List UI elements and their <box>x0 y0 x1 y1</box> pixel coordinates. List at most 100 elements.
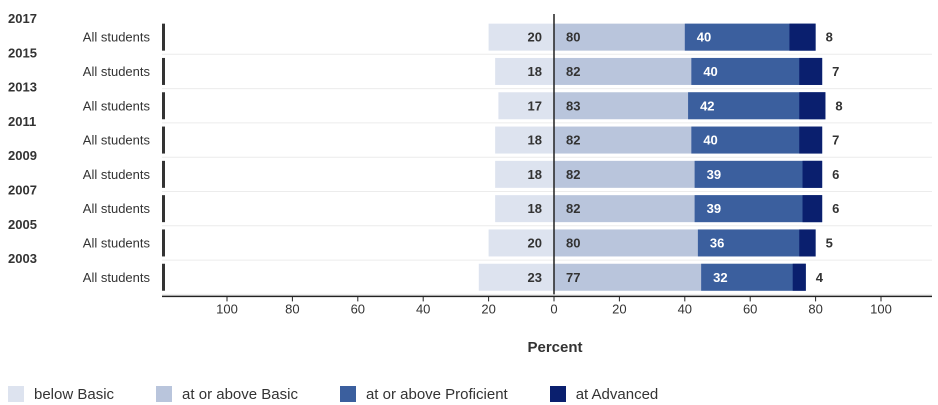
bar-at-advanced <box>802 160 823 188</box>
value-at-advanced: 4 <box>816 270 824 285</box>
bar-below-basic <box>495 57 554 85</box>
year-label: 2011 <box>8 114 36 129</box>
value-at-advanced: 6 <box>832 201 839 216</box>
value-at-or-above-basic: 80 <box>566 235 580 250</box>
chart-svg: 20 80 40 818 82 40 717 83 42 818 82 40 718 82 39 618 82 3… <box>8 11 932 356</box>
value-at-advanced: 7 <box>832 64 839 79</box>
bar-below-basic <box>488 229 554 257</box>
value-at-or-above-basic: 80 <box>566 30 580 45</box>
x-tick-label: 100 <box>870 301 892 316</box>
bar-at-advanced <box>802 195 823 223</box>
x-tick-label: 80 <box>808 301 822 316</box>
legend-item-below-basic[interactable]: below Basic <box>8 386 114 403</box>
x-tick-label: 100 <box>216 301 238 316</box>
row-bracket <box>162 229 165 257</box>
legend-swatch <box>339 386 356 402</box>
value-at-advanced: 8 <box>826 30 833 45</box>
value-below-basic: 20 <box>528 235 542 250</box>
group-label: All students <box>83 201 151 216</box>
year-label: 2005 <box>8 217 37 232</box>
group-label: All students <box>83 133 151 148</box>
group-label: All students <box>83 30 151 45</box>
value-at-or-above-proficient: 42 <box>700 98 714 113</box>
value-below-basic: 20 <box>528 30 542 45</box>
bar-at-advanced <box>799 92 826 120</box>
value-at-or-above-basic: 82 <box>566 167 580 182</box>
year-label: 2013 <box>8 80 37 95</box>
year-label: 2015 <box>8 45 37 60</box>
value-at-advanced: 5 <box>826 235 833 250</box>
row-labels: 2017 All students 2015 All students 2013 All … <box>8 11 165 291</box>
bar-at-or-above-proficient <box>694 160 823 188</box>
group-label: All students <box>83 98 151 113</box>
x-tick-label: 0 <box>550 301 557 316</box>
gridlines <box>162 53 932 295</box>
x-tick-label: 20 <box>612 301 626 316</box>
bar-at-advanced <box>789 23 816 51</box>
value-at-or-above-proficient: 39 <box>707 167 721 182</box>
legend-swatch <box>156 386 173 402</box>
value-at-or-above-proficient: 36 <box>710 235 724 250</box>
year-label: 2009 <box>8 148 37 163</box>
row-bracket <box>162 263 165 291</box>
group-label: All students <box>83 167 151 182</box>
bar-at-advanced <box>799 126 823 154</box>
row-bracket <box>162 57 165 85</box>
bar-at-advanced <box>799 57 823 85</box>
legend-item-at-or-above-basic[interactable]: at or above Basic <box>156 386 298 403</box>
x-tick-label: 80 <box>285 301 299 316</box>
value-at-or-above-basic: 83 <box>566 98 580 113</box>
value-at-or-above-proficient: 40 <box>697 30 711 45</box>
year-label: 2003 <box>8 251 37 266</box>
value-at-or-above-proficient: 39 <box>707 201 721 216</box>
x-axis-title: Percent <box>527 339 582 356</box>
x-tick-label: 40 <box>416 301 430 316</box>
legend-label: at or above Proficient <box>365 385 508 403</box>
value-below-basic: 18 <box>528 167 542 182</box>
value-below-basic: 18 <box>528 64 542 79</box>
x-tick-label: 60 <box>743 301 757 316</box>
year-label: 2017 <box>8 11 37 26</box>
bar-at-or-above-proficient <box>697 229 816 257</box>
row-bracket <box>162 160 165 188</box>
value-at-or-above-proficient: 32 <box>713 270 727 285</box>
legend-swatch <box>8 386 24 402</box>
bar-below-basic <box>495 195 554 223</box>
legend-item-at-or-above-proficient[interactable]: at or above Proficient <box>339 385 508 403</box>
legend-swatch <box>549 386 566 402</box>
row-bracket <box>162 195 165 223</box>
value-at-advanced: 8 <box>835 98 842 113</box>
bar-below-basic <box>478 263 554 291</box>
bar-below-basic <box>498 92 554 120</box>
x-axis: 100 80 60 40 20 0 20 40 60 80 100 <box>162 14 932 316</box>
year-label: 2007 <box>8 183 37 198</box>
bar-at-advanced <box>799 229 816 257</box>
bar-below-basic <box>495 160 554 188</box>
x-tick-label: 20 <box>481 301 495 316</box>
group-label: All students <box>83 235 151 250</box>
value-below-basic: 18 <box>528 201 542 216</box>
row-bracket <box>162 126 165 154</box>
x-tick-label: 40 <box>678 301 692 316</box>
legend: below Basic at or above Basic at or abov… <box>8 385 700 403</box>
value-at-or-above-proficient: 40 <box>703 133 717 148</box>
bar-below-basic <box>495 126 554 154</box>
value-at-or-above-basic: 82 <box>566 64 580 79</box>
legend-label: at Advanced <box>575 385 659 403</box>
bar-at-advanced <box>792 263 806 291</box>
value-at-advanced: 6 <box>832 167 839 182</box>
value-at-or-above-basic: 82 <box>566 201 580 216</box>
row-bracket <box>162 23 165 51</box>
legend-label: below Basic <box>34 385 115 403</box>
group-label: All students <box>83 270 151 285</box>
x-tick-label: 60 <box>351 301 365 316</box>
bar-at-or-above-proficient <box>701 263 806 291</box>
value-below-basic: 18 <box>528 133 542 148</box>
value-at-or-above-basic: 82 <box>566 133 580 148</box>
value-below-basic: 17 <box>528 98 542 113</box>
legend-item-at-advanced[interactable]: at Advanced <box>549 385 659 403</box>
value-below-basic: 23 <box>528 270 542 285</box>
bars: 20 80 40 8 18 82 40 7 17 83 42 8 18 82 40 7 18 82 39 6 18 82 3… <box>478 23 843 291</box>
value-at-advanced: 7 <box>832 133 839 148</box>
